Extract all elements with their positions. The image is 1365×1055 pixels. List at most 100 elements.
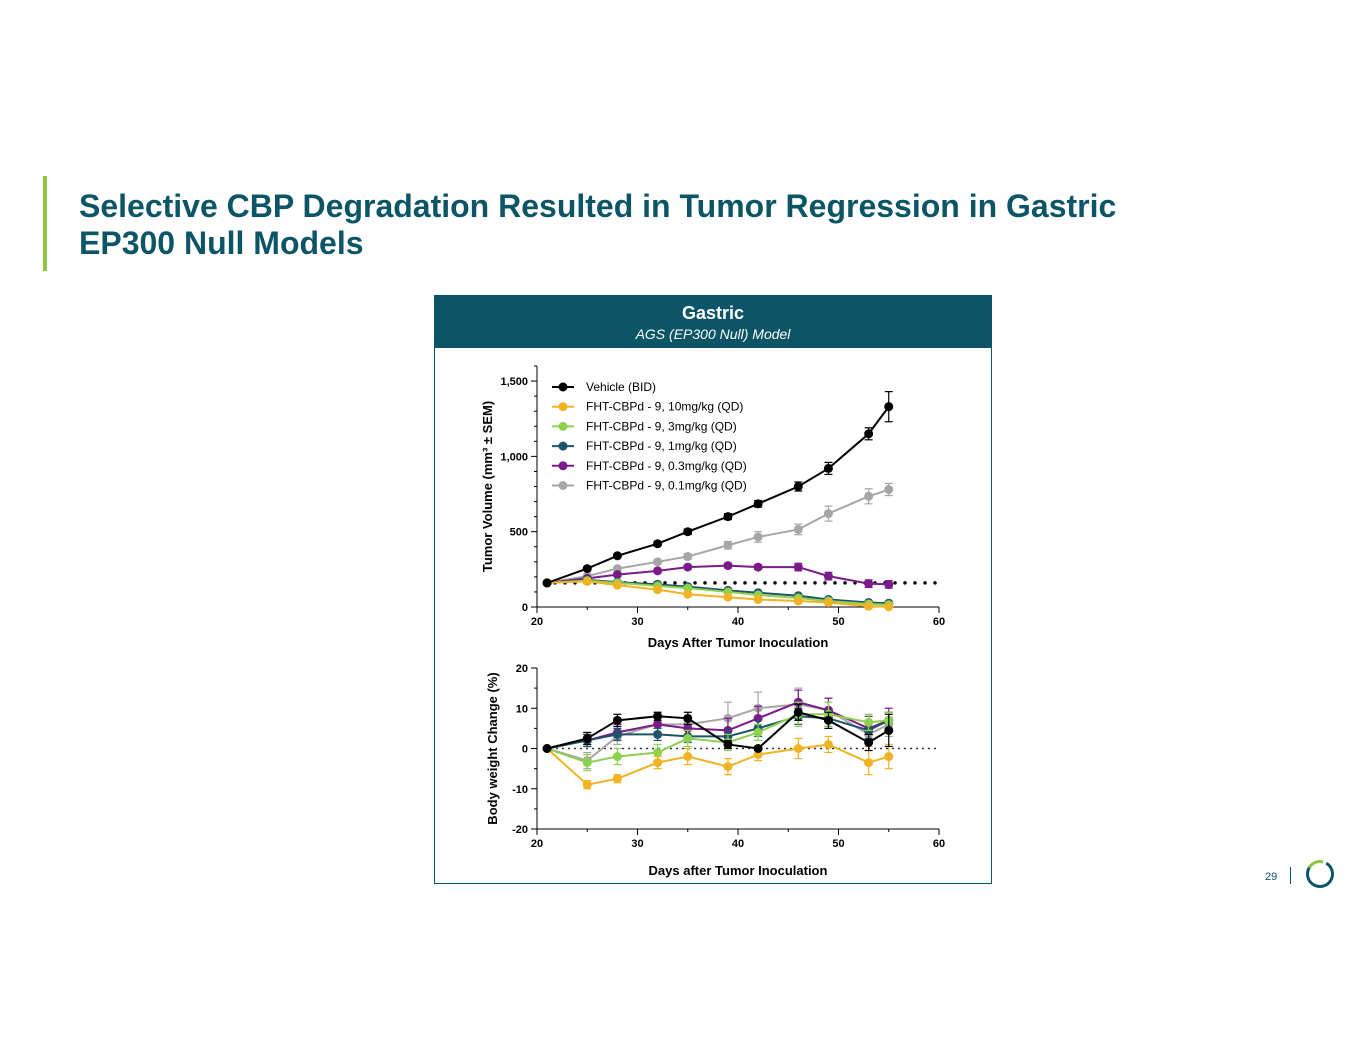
y-tick-label: 0	[522, 744, 528, 756]
page-separator	[1290, 867, 1291, 884]
data-point	[723, 540, 733, 550]
series-2	[542, 576, 894, 612]
y-axis-label: Tumor Volume (mm³ ± SEM)	[480, 401, 495, 572]
data-point	[612, 729, 622, 739]
data-point	[823, 463, 833, 473]
legend-marker	[558, 481, 568, 490]
panel-header: Gastric AGS (EP300 Null) Model	[435, 296, 991, 348]
legend-label: FHT-CBPd - 9, 10mg/kg (QD)	[586, 400, 743, 414]
data-point	[612, 551, 622, 561]
x-tick-label: 30	[631, 838, 643, 850]
data-point	[884, 725, 894, 735]
data-point	[612, 570, 622, 580]
x-tick-label: 20	[531, 616, 543, 628]
legend: Vehicle (BID) FHT-CBPd - 9, 10mg/kg (QD) F…	[552, 380, 747, 493]
y-tick-label: 0	[522, 602, 528, 614]
legend-label: FHT-CBPd - 9, 3mg/kg (QD)	[586, 419, 737, 433]
data-point	[542, 578, 552, 588]
ring-logo-icon	[1306, 860, 1334, 888]
data-point	[753, 594, 763, 604]
chart-panel: Gastric AGS (EP300 Null) Model 0 500 1,000…	[434, 295, 992, 884]
y-tick-label: 1,500	[500, 376, 528, 388]
legend-marker	[558, 421, 568, 431]
y-tick-label: 500	[510, 527, 528, 539]
data-point	[793, 744, 803, 753]
data-point	[653, 557, 663, 567]
data-point	[723, 762, 733, 772]
x-axis-label: Days After Tumor Inoculation	[648, 635, 829, 650]
data-point	[683, 527, 693, 537]
y-axis-label: Body weight Change (%)	[485, 672, 500, 824]
data-point	[653, 758, 663, 768]
data-point	[653, 748, 663, 758]
legend-marker	[558, 461, 568, 471]
data-point	[864, 758, 874, 768]
series-line	[547, 580, 889, 608]
data-point	[793, 482, 803, 491]
data-point	[542, 744, 552, 753]
data-point	[753, 532, 763, 542]
data-point	[683, 752, 693, 762]
data-point	[723, 561, 733, 571]
series-1	[542, 703, 894, 753]
data-point	[823, 509, 833, 519]
data-point	[884, 402, 894, 412]
y-tick-label: 1,000	[500, 451, 528, 463]
data-point	[753, 744, 763, 753]
title-accent-bar	[43, 176, 47, 271]
panel-title: Gastric	[681, 303, 745, 323]
y-tick-label: -20	[512, 824, 528, 836]
series-6	[542, 687, 894, 770]
data-point	[612, 580, 622, 590]
data-point	[653, 539, 663, 549]
data-point	[864, 601, 874, 611]
data-point	[884, 485, 894, 495]
data-point	[653, 585, 663, 595]
data-point	[723, 592, 733, 602]
chart-2: -20 -10 0 10 20 20 30 40 50 60 Days after Tumor In…	[485, 663, 945, 878]
series-6	[542, 482, 894, 588]
data-point	[582, 758, 592, 768]
x-tick-label: 50	[832, 838, 844, 850]
data-point	[864, 579, 874, 589]
data-point	[723, 739, 733, 749]
slide-title: Selective CBP Degradation Resulted in Tu…	[79, 188, 1279, 262]
panel-subtitle: AGS (EP300 Null) Model	[635, 326, 791, 342]
data-point	[653, 719, 663, 729]
data-point	[582, 733, 592, 743]
x-tick-label: 30	[631, 616, 643, 628]
data-point	[793, 524, 803, 534]
data-point	[582, 780, 592, 790]
legend-marker	[558, 382, 568, 392]
x-axis-label: Days after Tumor Inoculation	[649, 863, 828, 878]
series-2	[542, 735, 894, 790]
data-point	[723, 512, 733, 522]
data-point	[864, 429, 874, 439]
slide-title-line-1: Selective CBP Degradation Resulted in Tu…	[79, 188, 1117, 224]
data-point	[683, 552, 693, 562]
data-point	[864, 717, 874, 727]
y-tick-label: 10	[516, 703, 528, 715]
data-point	[823, 715, 833, 725]
slide-title-line-2: EP300 Null Models	[79, 225, 364, 261]
data-point	[612, 752, 622, 762]
legend-label: Vehicle (BID)	[586, 380, 656, 394]
data-point	[793, 596, 803, 606]
data-point	[683, 562, 693, 572]
data-point	[793, 707, 803, 717]
data-point	[884, 752, 894, 762]
data-point	[653, 729, 663, 739]
data-point	[864, 491, 874, 501]
y-tick-label: 20	[516, 663, 528, 675]
data-point	[653, 566, 663, 576]
data-point	[884, 579, 894, 589]
data-point	[823, 739, 833, 749]
legend-label: FHT-CBPd - 9, 0.1mg/kg (QD)	[586, 479, 747, 493]
data-point	[683, 733, 693, 743]
data-point	[582, 576, 592, 586]
legend-label: FHT-CBPd - 9, 0.3mg/kg (QD)	[586, 459, 747, 473]
x-tick-label: 60	[933, 838, 945, 850]
data-point	[612, 715, 622, 725]
data-point	[753, 727, 763, 737]
